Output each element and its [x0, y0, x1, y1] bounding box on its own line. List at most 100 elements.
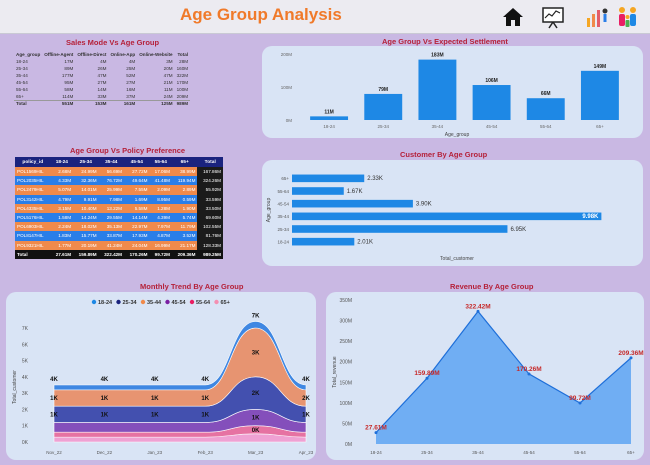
bar[interactable]: [310, 116, 349, 120]
table-cell: 28M: [179, 59, 189, 64]
x-tick-label: 55-64: [574, 450, 586, 455]
revenue-area[interactable]: [376, 311, 631, 444]
table-row[interactable]: 65+ 114M 33M 37M 24M 209M: [14, 93, 190, 100]
bar[interactable]: [526, 98, 565, 120]
table-cell: 3.52M: [171, 231, 198, 241]
col-header[interactable]: 35-44: [98, 157, 125, 167]
col-header[interactable]: 18-24: [50, 157, 74, 167]
table-cell: Total: [14, 99, 43, 107]
table-cell: 95M: [64, 80, 74, 85]
data-point[interactable]: [425, 376, 429, 380]
data-label: 1K: [151, 412, 159, 418]
bar[interactable]: [364, 93, 403, 120]
chart-person-icon[interactable]: [584, 4, 610, 30]
table-cell: 170.26M: [124, 249, 150, 259]
col-header[interactable]: 65+: [171, 157, 198, 167]
table-cell: 4.33M: [50, 176, 74, 186]
table-row[interactable]: 25-34 89M 26M 25M 20M 160M: [14, 65, 190, 72]
bar[interactable]: [292, 212, 602, 221]
policy-pref-title: Age Group Vs Policy Preference: [70, 146, 186, 155]
data-label: 3K: [252, 350, 260, 356]
table-row[interactable]: POL5176HIL 1.58M 14.24M 29.55M 14.14M 4.39M 5.…: [15, 212, 223, 223]
table-row[interactable]: 18-24 17M 4M 4M 3M 28M: [14, 58, 190, 65]
table-cell: 25.99M: [98, 185, 125, 195]
col-header[interactable]: Online-App: [110, 52, 136, 57]
table-row[interactable]: POL6903HIL 2.24M 18.02M 35.13M 22.97M 7.97M 11…: [15, 222, 223, 232]
table-cell: 177M: [61, 73, 74, 78]
data-point[interactable]: [374, 431, 378, 435]
table-row[interactable]: 35-44 177M 47M 52M 47M 322M: [14, 72, 190, 79]
bar[interactable]: [292, 237, 355, 246]
table-cell: 52M: [126, 73, 136, 78]
table-row[interactable]: POL2479HIL 5.07M 14.01M 25.99M 7.55M 2.09M 2.8…: [15, 185, 223, 195]
table-cell: 119.94M: [171, 176, 198, 186]
table-cell: POL3142HIL: [15, 194, 51, 204]
data-label: 3.90K: [416, 202, 432, 208]
bar[interactable]: [418, 59, 457, 120]
data-label: 1K: [252, 416, 260, 422]
table-row[interactable]: 45-54 95M 27M 27M 21M 170M: [14, 79, 190, 86]
legend-label[interactable]: 35-44: [147, 300, 162, 306]
home-icon[interactable]: [500, 4, 526, 30]
table-row[interactable]: 55-64 58M 14M 16M 11M 100M: [14, 86, 190, 93]
table-total-row[interactable]: Total 27.61M 159.89M 322.42M 170.26M 99.72M 20…: [15, 249, 223, 259]
col-header[interactable]: Online-Website: [139, 52, 173, 57]
series-area[interactable]: [53, 321, 307, 391]
data-point[interactable]: [527, 372, 531, 376]
table-cell: 27M: [97, 80, 107, 85]
x-tick-label: Nov_22: [46, 450, 62, 455]
y-tick-label: 0M: [345, 442, 352, 448]
legend-label[interactable]: 45-54: [172, 300, 187, 306]
table-total-row[interactable]: Total 551M 153M 161M 125M 989M: [14, 99, 191, 107]
bar[interactable]: [292, 225, 508, 233]
col-header[interactable]: Offline-Direct: [77, 52, 107, 57]
header-bar: Age Group Analysis: [0, 0, 650, 34]
table-cell: 14.14M: [124, 212, 150, 223]
legend-label[interactable]: 55-64: [196, 300, 211, 306]
y-tick-label: 100M: [281, 85, 293, 90]
bar[interactable]: [292, 199, 413, 208]
presentation-icon[interactable]: [540, 4, 566, 30]
col-header[interactable]: 55-64: [149, 157, 172, 167]
bar[interactable]: [472, 85, 511, 120]
table-cell: 7.98M: [98, 194, 125, 204]
table-cell: 25M: [126, 66, 136, 71]
family-icon[interactable]: [615, 4, 641, 30]
table-row[interactable]: POL4335HIL 3.15M 10.40M 13.22M 5.58M 1.28M 1.9…: [15, 203, 223, 213]
legend-label[interactable]: 18-24: [98, 300, 113, 306]
table-row[interactable]: POL2035HIL 4.33M 32.36M 76.72M 49.64M 41.48M 1…: [15, 176, 223, 186]
col-header[interactable]: Total: [177, 52, 189, 57]
data-label: 322.42M: [465, 303, 490, 310]
col-header[interactable]: Total: [197, 157, 223, 167]
y-tick-label: 4K: [22, 375, 29, 381]
col-header[interactable]: 25-34: [73, 157, 99, 167]
data-point[interactable]: [629, 356, 633, 360]
table-row[interactable]: POL8147HIL 1.83M 15.77M 33.87M 17.93M 4.87M 3.…: [15, 231, 223, 241]
col-header[interactable]: Offline-Agent: [44, 52, 74, 57]
col-header[interactable]: 45-54: [124, 157, 150, 167]
table-row[interactable]: POL1569HIL 2.68M 24.99M 56.69M 27.72M 17.06M 3…: [15, 167, 223, 177]
data-point[interactable]: [578, 401, 582, 405]
legend-label[interactable]: 25-34: [123, 300, 138, 306]
data-label: 1K: [50, 412, 58, 418]
legend-label[interactable]: 65+: [221, 300, 230, 306]
table-cell: 209M: [176, 93, 189, 99]
col-header[interactable]: Age_group: [16, 52, 41, 57]
table-cell: 41.48M: [149, 176, 172, 186]
table-cell: 160M: [176, 66, 189, 71]
table-row[interactable]: POL3142HIL 4.79M 9.91M 7.98M 1.69M 8.95M 0.59M…: [15, 194, 223, 204]
table-cell: 35-44: [16, 73, 28, 78]
table-cell: 26M: [97, 66, 107, 71]
table-cell: 55-64: [16, 87, 28, 92]
table-row[interactable]: POL9321HIL 1.77M 20.19M 41.24M 24.04M 16.99M 2…: [15, 240, 223, 250]
data-point[interactable]: [476, 309, 480, 313]
y-tick-label: 18-24: [277, 240, 289, 245]
bar[interactable]: [580, 70, 619, 120]
table-cell: 5.58M: [124, 203, 150, 213]
y-tick-label: 350M: [339, 298, 352, 304]
bar[interactable]: [292, 187, 344, 195]
col-header[interactable]: policy_id: [15, 157, 51, 167]
data-label: 170.26M: [516, 366, 541, 373]
bar[interactable]: [292, 174, 365, 183]
table-cell: POL8147HIL: [15, 231, 51, 241]
